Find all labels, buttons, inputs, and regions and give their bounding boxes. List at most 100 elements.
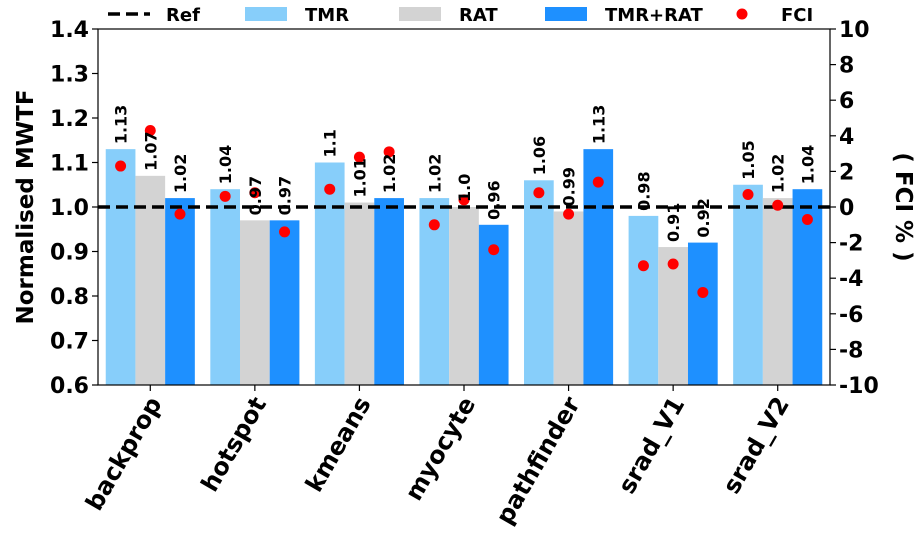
bar-kmeans-TMR+RAT (374, 198, 404, 385)
fci-point-pathfinder-TMR+RAT (592, 176, 604, 188)
legend-RAT-label: RAT (459, 5, 498, 26)
fci-point-srad_V1-RAT (667, 258, 679, 270)
bar-hotspot-TMR+RAT (269, 220, 300, 385)
data-label: 1.02 (380, 154, 399, 193)
y2-tick-label: 8 (839, 54, 854, 79)
bar-pathfinder-TMR (524, 180, 554, 385)
y2-tick-label: 4 (839, 125, 854, 150)
bar-value-labels: 1.13 1.07 1.02 1.04 0.97 0.97 1.1 1.01 1.02 1.02 1… (112, 105, 818, 242)
y-tick-label: 0.6 (50, 374, 89, 399)
legend-TMR-label: TMR (305, 5, 349, 26)
data-label: 0.96 (485, 180, 504, 219)
y2-axis-title: ( FCI % ) (890, 152, 916, 261)
fci-point-myocyte-RAT (458, 194, 470, 206)
fci-point-srad_V1-TMR+RAT (697, 286, 709, 298)
y2-tick-label: 2 (839, 160, 854, 185)
y-tick-label: 1.2 (50, 107, 89, 132)
fci-point-myocyte-TMR+RAT (488, 244, 500, 256)
data-label: 0.97 (276, 176, 295, 215)
fci-point-backprop-TMR+RAT (174, 208, 186, 220)
fci-point-backprop-TMR (115, 160, 127, 172)
x-tick-label: hotspot (196, 392, 272, 496)
y2-tick-label: 10 (839, 18, 870, 43)
data-label: 0.99 (560, 167, 579, 206)
legend-TMR+RAT-label: TMR+RAT (605, 5, 704, 26)
y2-tick-label: 0 (839, 196, 854, 221)
legend-RAT-swatch (399, 7, 441, 21)
bar-myocyte-RAT (449, 207, 479, 385)
bars (105, 149, 823, 385)
legend-fci-swatch (736, 8, 748, 20)
fci-point-backprop-RAT (144, 124, 156, 136)
fci-point-hotspot-RAT (249, 187, 261, 199)
bar-srad_V2-RAT (762, 198, 793, 385)
x-tick-label: kmeans (300, 392, 377, 497)
data-label: 1.0 (455, 174, 474, 202)
bar-kmeans-TMR (314, 162, 345, 385)
x-tick-label: srad_V1 (613, 392, 691, 498)
data-label: 1.06 (530, 136, 549, 175)
y2-tick-label: -4 (839, 267, 863, 292)
y2-tick-label: -8 (839, 338, 863, 363)
bar-srad_V2-TMR (733, 184, 763, 385)
fci-point-srad_V2-TMR (742, 189, 754, 201)
legend: Ref TMR RAT TMR+RAT FCI (108, 5, 813, 26)
bar-backprop-TMR+RAT (165, 198, 195, 385)
data-label: 1.02 (171, 154, 190, 193)
data-label: 1.13 (112, 105, 131, 144)
y2-tick-label: -10 (839, 374, 879, 399)
y-tick-label: 1.1 (50, 152, 89, 177)
fci-points (115, 124, 813, 298)
x-tick-label: backprop (80, 392, 167, 515)
fci-point-srad_V2-TMR+RAT (801, 213, 813, 225)
y2-tick-label: 6 (839, 89, 854, 114)
bar-hotspot-RAT (240, 220, 270, 385)
y-tick-label: 1.0 (50, 196, 89, 221)
fci-point-pathfinder-RAT (563, 208, 575, 220)
fci-point-srad_V2-RAT (772, 199, 784, 211)
legend-TMR-swatch (245, 7, 287, 21)
y-tick-label: 1.3 (50, 63, 89, 88)
bar-pathfinder-TMR+RAT (583, 149, 614, 385)
y-axis-title: Normalised MWTF (13, 89, 39, 324)
data-label: 0.91 (664, 203, 683, 242)
bar-hotspot-TMR (210, 189, 241, 385)
y-tick-label: 0.7 (50, 330, 89, 355)
bar-backprop-RAT (135, 175, 166, 385)
y-tick-label: 1.4 (50, 18, 89, 43)
fci-point-hotspot-TMR+RAT (279, 226, 291, 238)
data-label: 1.07 (141, 131, 160, 170)
fci-point-kmeans-TMR+RAT (383, 146, 395, 158)
bar-kmeans-RAT (344, 202, 375, 385)
data-label: 1.13 (589, 105, 608, 144)
fci-point-kmeans-RAT (353, 151, 365, 163)
data-label: 1.02 (425, 154, 444, 193)
bar-srad_V1-TMR+RAT (687, 242, 718, 385)
data-label: 0.98 (634, 171, 653, 210)
y2-tick-label: -6 (839, 303, 863, 328)
bar-srad_V1-TMR (628, 215, 659, 385)
legend-TMR+RAT-swatch (545, 7, 587, 21)
data-label: 0.92 (694, 198, 713, 237)
fci-point-myocyte-TMR (428, 219, 440, 231)
data-label: 1.05 (739, 140, 758, 179)
fci-point-srad_V1-TMR (637, 260, 649, 272)
data-label: 1.04 (798, 145, 817, 184)
x-tick-label: srad_V2 (717, 392, 795, 498)
fci-point-pathfinder-TMR (533, 187, 545, 199)
bar-backprop-TMR (105, 149, 136, 385)
data-label: 1.01 (350, 158, 369, 197)
y2-tick-label: -2 (839, 232, 863, 257)
bar-srad_V1-RAT (658, 247, 688, 385)
data-label: 1.04 (216, 145, 235, 184)
x-tick-label: myocyte (400, 392, 482, 505)
legend-ref-label: Ref (166, 5, 200, 26)
y-tick-label: 0.8 (50, 285, 89, 310)
y-tick-label: 0.9 (50, 241, 89, 266)
legend-fci-label: FCI (781, 5, 813, 26)
data-label: 1.02 (769, 154, 788, 193)
bar-pathfinder-RAT (553, 211, 584, 385)
x-tick-label: pathfinder (490, 392, 585, 529)
data-label: 0.97 (246, 176, 265, 215)
